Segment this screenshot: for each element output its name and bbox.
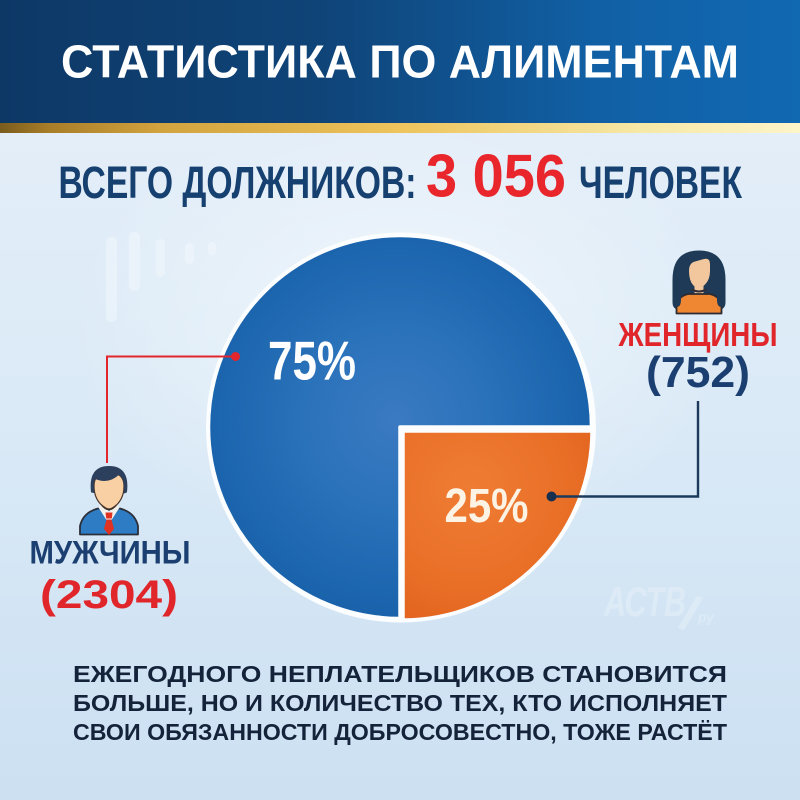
svg-text:ЖЕНЩИНЫ: ЖЕНЩИНЫ: [618, 316, 778, 353]
svg-text:(752): (752): [646, 348, 750, 397]
svg-text:(2304): (2304): [40, 573, 178, 617]
svg-text:25%: 25%: [445, 480, 529, 533]
svg-text:ЧЕЛОВЕК: ЧЕЛОВЕК: [579, 157, 742, 208]
svg-text:АСТВ: АСТВ: [603, 578, 686, 625]
svg-text:МУЖЧИНЫ: МУЖЧИНЫ: [30, 535, 191, 571]
svg-text:СТАТИСТИКА ПО АЛИМЕНТАМ: СТАТИСТИКА ПО АЛИМЕНТАМ: [61, 36, 739, 88]
svg-text:3 056: 3 056: [426, 143, 566, 210]
svg-text:БОЛЬШЕ, НО И КОЛИЧЕСТВО ТЕ: БОЛЬШЕ, НО И КОЛИЧЕСТВО ТЕХ, КТО ИСПОЛНЯ…: [73, 690, 727, 716]
svg-text:ЕЖЕГОДНОГО НЕПЛАТЕЛЬЩИКОВ СТ: ЕЖЕГОДНОГО НЕПЛАТЕЛЬЩИКОВ СТАНОВИТСЯ: [73, 661, 727, 687]
svg-text:ру: ру: [697, 609, 715, 625]
svg-text:75%: 75%: [268, 330, 356, 392]
svg-text:СВОИ ОБЯЗАННОСТИ ДОБРОСОВЕСТНО: СВОИ ОБЯЗАННОСТИ ДОБРОСОВЕСТНО, ТОЖЕ РАС…: [73, 719, 727, 745]
svg-text:ВСЕГО ДОЛЖНИКОВ:: ВСЕГО ДОЛЖНИКОВ:: [59, 157, 417, 208]
